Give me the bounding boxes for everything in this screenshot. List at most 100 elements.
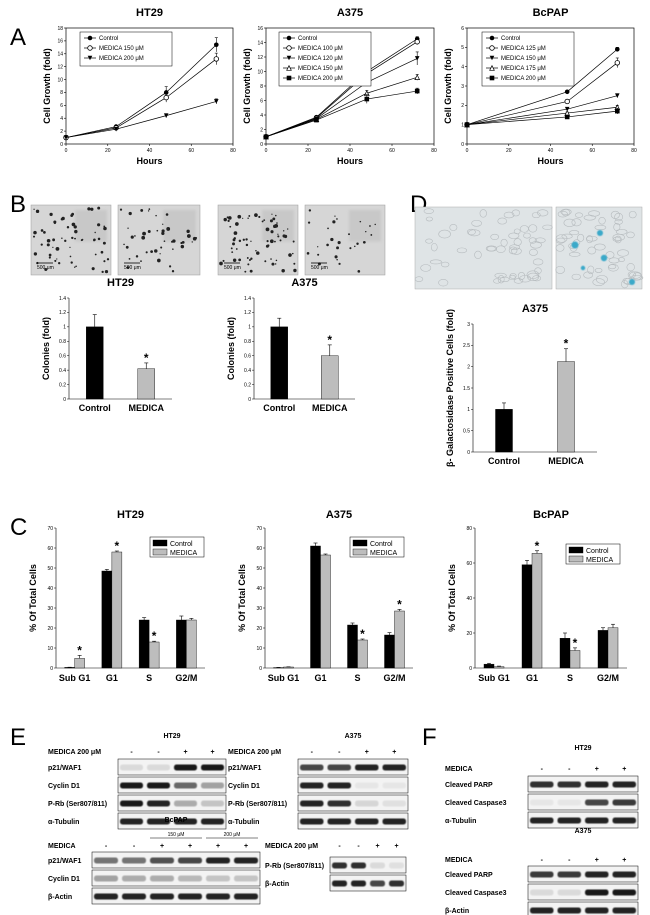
lane-sign: +: [216, 843, 220, 850]
significance-star: *: [535, 539, 540, 553]
blot-band: [332, 880, 347, 887]
lane-sign: -: [568, 766, 571, 773]
colony-dot: [46, 243, 50, 247]
colony-dot: [134, 235, 136, 237]
western-blot: MEDICA 200 μM - - + + P-Rb (Ser807/811) β-Acti…: [265, 843, 407, 892]
x-category-label: Control: [488, 456, 520, 466]
data-point: [163, 94, 169, 101]
colony-dot: [163, 240, 166, 242]
colony-dot: [81, 238, 84, 241]
colony-dot: [235, 222, 239, 226]
data-point: [263, 134, 269, 140]
legend-label: MEDICA: [170, 550, 198, 557]
lane-sign: +: [160, 843, 164, 850]
colony-micrograph: 500 μm: [117, 204, 201, 276]
significance-star: *: [144, 351, 149, 365]
x-category-label: MEDICA: [129, 403, 165, 413]
colony-dot: [165, 213, 169, 216]
colony-dot: [54, 259, 57, 262]
lane-sign: +: [210, 749, 214, 756]
y-tick-label: 0: [60, 142, 63, 148]
colony-dot: [161, 231, 165, 236]
blot-band: [147, 800, 170, 807]
cell-outline: [517, 272, 526, 280]
colony-dot: [362, 240, 366, 244]
x-tick-label: 80: [631, 148, 637, 154]
colony-dot: [166, 227, 171, 231]
blot-band: [327, 818, 351, 825]
data-point: [564, 98, 570, 105]
colony-dot: [292, 252, 294, 255]
blot-band: [355, 818, 379, 825]
colony-dot: [48, 256, 51, 259]
blot-row-label: P-Rb (Ser807/811): [48, 801, 107, 808]
chart-title: A375: [522, 303, 548, 315]
cell-outline: [523, 232, 531, 239]
panel-letter-f: F: [422, 724, 437, 751]
legend-label: Control: [501, 36, 520, 42]
blot-band: [234, 893, 258, 900]
colony-dot: [69, 255, 72, 258]
blot-band: [612, 889, 636, 896]
blot-band: [557, 889, 581, 896]
y-tick-label: 8: [260, 84, 263, 90]
blot-band: [530, 871, 554, 878]
cell-outline: [414, 276, 424, 282]
blot-band: [370, 880, 385, 887]
blot-band: [206, 857, 230, 864]
y-tick-label: 2: [461, 103, 464, 109]
data-point: [564, 89, 570, 95]
legend-label: MEDICA 125 μM: [501, 46, 546, 52]
lane-sign: +: [392, 749, 396, 756]
y-tick-label: 5: [461, 45, 464, 51]
x-category-label: G1: [526, 673, 538, 683]
colony-dot: [246, 257, 249, 259]
colony-dot: [273, 224, 277, 229]
colony-dot: [71, 222, 76, 227]
colony-dot: [327, 227, 329, 230]
x-tick-label: 20: [305, 148, 311, 154]
colony-dot: [357, 270, 361, 273]
colony-dot: [227, 219, 230, 222]
cell-outline: [614, 235, 622, 244]
cell-outline: [583, 271, 593, 279]
blue-stained-cell: [629, 279, 635, 285]
western-blot: HT29 MEDICA 200 μM - - + + p21/WAF1 Cyclin D1 P-…: [48, 733, 227, 830]
lane-sign: -: [357, 843, 360, 850]
cell-outline: [577, 233, 585, 242]
colony-dot: [263, 219, 266, 222]
blot-band: [174, 764, 197, 771]
blot-band: [150, 875, 174, 882]
y-tick-label: 2.5: [463, 343, 470, 349]
blot-band: [612, 817, 636, 824]
y-axis-label: β- Galactosidase Positive Cells (fold): [445, 309, 455, 467]
colony-dot: [156, 229, 159, 232]
x-tick-label: 0: [65, 148, 68, 154]
x-tick-label: 60: [188, 148, 194, 154]
blot-band: [201, 818, 224, 825]
western-blot: HT29 MEDICA - - + + Cleaved PARP Cleaved Caspas…: [445, 745, 639, 829]
blot-band: [351, 862, 366, 869]
blot-band: [382, 764, 406, 771]
cell-outline: [503, 211, 515, 219]
colony-dot: [277, 233, 279, 235]
y-tick-label: 0: [259, 666, 262, 672]
blot-band: [94, 857, 118, 864]
grouped-bar-chart-ht29: HT29 0 10 20 30 40 50 60 70 % Of Total Cells * Sub …: [28, 509, 205, 683]
data-point: [564, 106, 570, 112]
blue-stained-cell: [580, 265, 586, 271]
panel-letter-b: B: [10, 191, 26, 218]
x-tick-label: 0: [466, 148, 469, 154]
legend-marker: [489, 55, 495, 61]
blot-band: [300, 764, 324, 771]
lane-sign: -: [338, 843, 341, 850]
blot-row-label: α-Tubulin: [445, 818, 476, 825]
x-category-label: S: [567, 673, 573, 683]
legend-marker: [489, 64, 495, 71]
colony-dot: [232, 242, 235, 246]
blot-row-label: Cyclin D1: [48, 876, 80, 883]
x-category-label: Sub G1: [478, 673, 510, 683]
x-category-label: Control: [263, 403, 295, 413]
y-tick-label: 0: [63, 397, 66, 403]
colony-dot: [255, 249, 257, 252]
